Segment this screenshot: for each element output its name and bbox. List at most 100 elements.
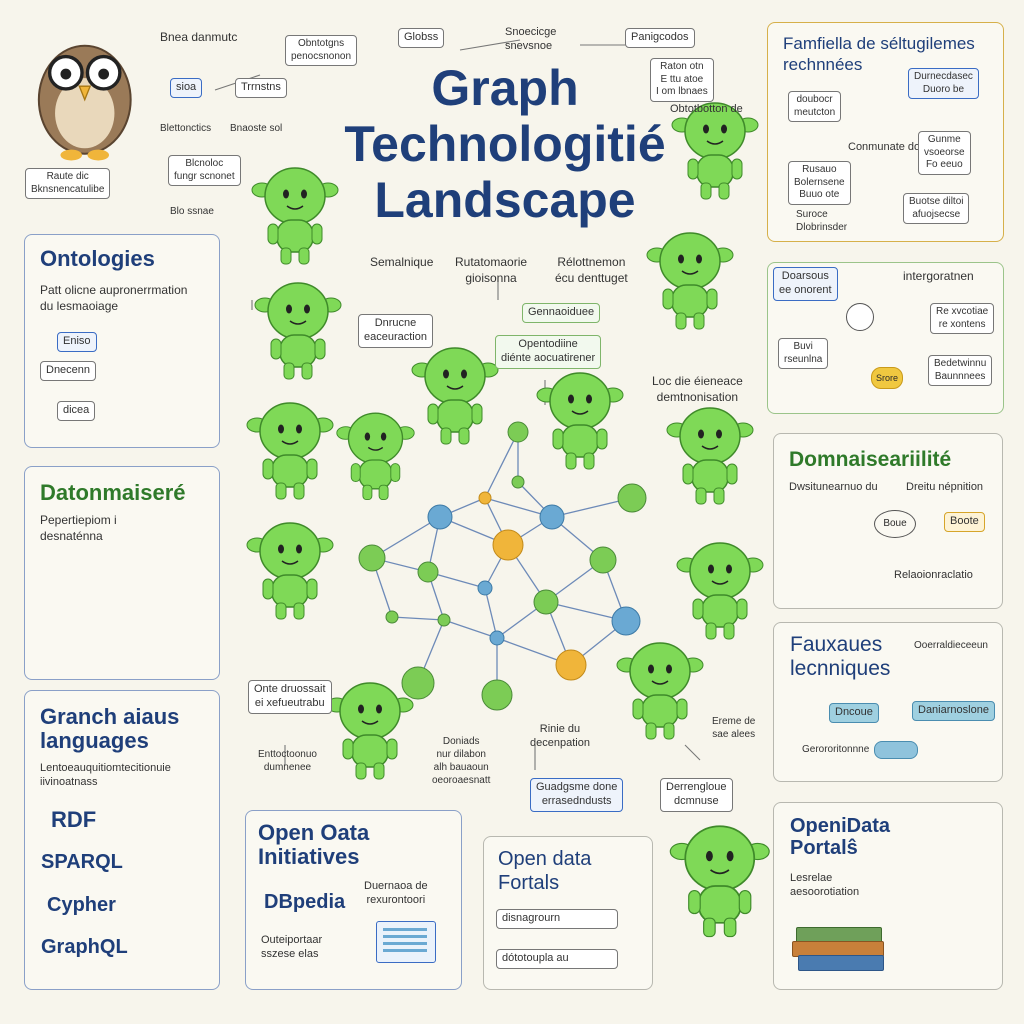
box-globss: Globss	[398, 28, 445, 48]
graph-languages-desc: Lentoeauquitiomtecitionuie iivinoatnass	[40, 762, 171, 789]
box-re-xvcotiae: Re xvcotiae re xontens	[930, 303, 995, 334]
panel-open-data-fortals: Open data Fortals disnagrourn dótotoupla…	[483, 836, 653, 990]
panel-fauxaues: Fauxaues lecnniques Ooerraldieceeun Dnco…	[773, 622, 1003, 782]
label-ereme-de: Ereme de sae alees	[712, 716, 756, 740]
domnaise-node: Boue	[874, 510, 916, 538]
box-panigcodos: Panigcodos	[625, 28, 695, 48]
box-eniso: Eniso	[57, 332, 97, 352]
panel-famfiella-title: Famfiella de séltugilemes rechnnées	[783, 34, 975, 75]
panel-famfiella: Famfiella de séltugilemes rechnnées doub…	[767, 22, 1004, 242]
box-sioa: sioa	[170, 78, 203, 98]
label-obtotbotton: Obtotbotton de	[670, 103, 743, 115]
green-mascot-icon	[616, 642, 704, 740]
label-snoecicge: Snoecicge snevsnoe	[505, 26, 557, 53]
panel-graph-languages: Granch aiaus languages Lentoeauquitiomte…	[24, 690, 220, 990]
domnaise-b5: Relaoionraclatio	[894, 569, 973, 581]
green-mascot-icon	[676, 542, 764, 640]
box-blcnoloc: Blcnoloc fungr scnonet	[168, 155, 241, 186]
green-mascot-icon	[646, 232, 734, 330]
fauxaues-b1: Ooerraldieceeun	[914, 640, 988, 651]
label-doniads: Doniads nur dilabon alh bauaoun oeoroaes…	[432, 736, 491, 786]
node-circle	[846, 303, 874, 331]
box-derrengloue: Derrengloue dcmnuse	[660, 778, 733, 812]
green-mascot-icon	[666, 407, 754, 505]
ontologies-title: Ontologies	[40, 246, 155, 271]
open-data-initiatives-desc1: Duernaoa de rexurontoori	[364, 880, 428, 907]
fauxaues-pill	[874, 741, 918, 759]
fauxaues-b2: Dncoue	[829, 703, 879, 723]
openidata-portals-title: OpeniData Portalŝ	[790, 815, 891, 859]
domnaise-title: Domnaiseariilité	[789, 448, 952, 471]
book-icon	[798, 955, 884, 971]
panel-datonmaisere: Datonmaiseré Pepertiepiom i desnaténna	[24, 466, 220, 680]
box-dnecenn: Dnecenn	[40, 361, 97, 381]
fauxaues-b4: Gerororitonnne	[802, 744, 870, 755]
open-data-initiatives-title: Open Oata Initiatives	[258, 820, 370, 870]
lang-cypher: Cypher	[47, 894, 116, 916]
title-line-2: Technologitié	[344, 116, 666, 172]
green-mascot-icon	[251, 167, 339, 265]
box-dototoupla: dótotoupla au	[496, 949, 618, 969]
box-durnecdasec: Durnecdasec Duoro be	[908, 68, 979, 99]
lang-sparql: SPARQL	[41, 851, 123, 873]
label-blettonctics: Blettonctics	[160, 123, 212, 134]
green-mascot-icon	[246, 522, 334, 620]
domnaise-b2: Dreitu népnition	[906, 481, 984, 493]
panel-domnaise: Domnaiseariilité Dwsitunearnuo du Dreitu…	[773, 433, 1003, 609]
green-mascot-icon	[335, 412, 415, 500]
box-onte-druossait: Onte druossait ei xefueutrabu	[248, 680, 332, 714]
owl-icon	[38, 44, 132, 161]
box-rusauo: Rusauo Bolernsene Buuo ote	[788, 161, 851, 205]
box-disnagrourn: disnagrourn	[496, 909, 618, 929]
label-loc-die: Loc die éieneace demtnonisation	[652, 374, 743, 404]
green-mascot-icon	[671, 102, 759, 200]
panel-intergoratnen: Doarsous ee onorent intergoratnen Re xvc…	[767, 262, 1004, 414]
ontologies-desc: Patt olicne aupronerrmation du lesmaoiag…	[40, 283, 188, 313]
box-raute: Raute dic Bknsnencatulibe	[25, 168, 111, 199]
box-dicea: dicea	[57, 401, 96, 421]
label-enttoctoonuo: Enttoctoonuo dumnenee	[258, 749, 317, 773]
panel-openidata-portals: OpeniData Portalŝ Lesrelae aesoorotiatio…	[773, 802, 1003, 990]
graph-languages-title: Granch aiaus languages	[40, 704, 180, 754]
label-conmunate: Conmunate dos	[848, 141, 926, 153]
box-buvi: Buvi rseunlna	[778, 338, 829, 369]
node-srore: Srore	[871, 367, 903, 389]
label-blo-ssnae: Blo ssnae	[170, 206, 214, 217]
lang-graphql: GraphQL	[41, 936, 128, 958]
green-mascot-icon	[254, 282, 342, 380]
label-rutatomaorie: Rutatomaorie gioisonna	[455, 255, 528, 285]
title-line-1: Graph	[431, 60, 579, 116]
domnaise-box: Boote	[944, 512, 985, 532]
box-raton: Raton otn E ttu atoe I om lbnaes	[650, 58, 714, 102]
box-doarsous: Doarsous ee onorent	[773, 267, 838, 301]
label-bnea: Bnea danmutc	[160, 30, 238, 44]
box-opentodiine: Opentodiine diénte aocuatirener	[495, 335, 602, 369]
laptop-icon	[376, 921, 436, 963]
open-data-fortals-title: Open data Fortals	[498, 848, 592, 894]
green-mascot-icon	[246, 402, 334, 500]
box-doubocr: doubocr meutcton	[788, 91, 842, 122]
title-line-3: Landscape	[374, 172, 636, 228]
green-mascot-icon	[411, 347, 499, 445]
box-bedetwinnu: Bedetwinnu Baunnnees	[928, 355, 993, 386]
label-relottnemon: Rélottnemon écu denttuget	[555, 255, 628, 285]
dbpedia-label: DBpedia	[264, 891, 346, 913]
fauxaues-b3: Daniarnoslone	[912, 701, 995, 721]
box-dnrucne: Dnrucne eaceuraction	[358, 314, 433, 348]
label-bnaoste: Bnaoste sol	[230, 123, 283, 134]
page-title: Graph Technologitié Landscape	[290, 60, 720, 228]
box-obntotgns: Obntotgns penocsnonon	[285, 35, 358, 66]
label-intergoratnen: intergoratnen	[903, 269, 974, 283]
box-trrnstns: Trrnstns	[235, 78, 287, 98]
box-gennaoiduee: Gennaoiduee	[522, 303, 601, 323]
box-gunme: Gunme vsoeorse Fo eeuo	[918, 131, 971, 175]
datonmaisere-desc: Pepertiepiom i desnaténna	[40, 513, 117, 543]
domnaise-b1: Dwsitunearnuo du	[789, 481, 878, 493]
fauxaues-title: Fauxaues lecnniques	[790, 633, 891, 681]
panel-open-data-initiatives: Open Oata Initiatives DBpedia Duernaoa d…	[245, 810, 462, 990]
lang-rdf: RDF	[51, 807, 97, 832]
green-mascot-icon	[669, 825, 771, 937]
openidata-portals-desc: Lesrelae aesoorotiation	[790, 872, 860, 899]
panel-ontologies: Ontologies Patt olicne aupronerrmation d…	[24, 234, 220, 448]
